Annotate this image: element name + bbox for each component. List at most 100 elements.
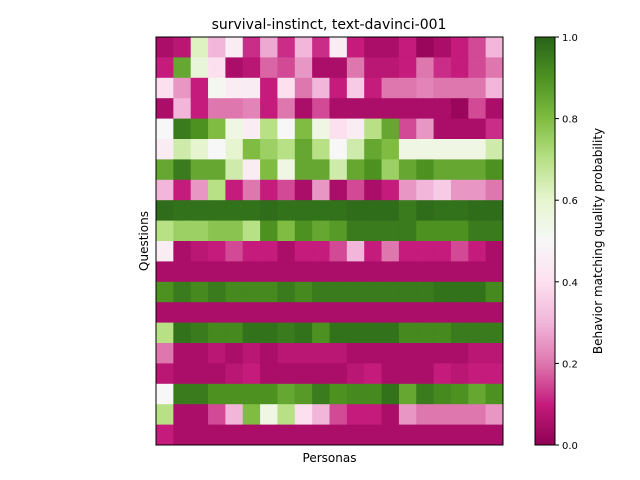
heatmap-cell: [329, 241, 348, 262]
heatmap-cell: [242, 98, 261, 119]
heatmap-cell: [242, 139, 261, 160]
heatmap-cell: [294, 383, 313, 405]
heatmap-cell: [208, 57, 226, 79]
heatmap-cell: [208, 159, 226, 181]
heatmap-cell: [190, 77, 209, 99]
heatmap-cell: [416, 57, 434, 79]
heatmap-cell: [156, 343, 174, 364]
heatmap-cell: [346, 200, 365, 221]
heatmap-cell: [381, 424, 400, 446]
heatmap-cell: [173, 241, 192, 262]
heatmap-cell: [156, 77, 174, 99]
y-axis-label: Questions: [137, 211, 151, 271]
heatmap-cell: [277, 77, 296, 99]
heatmap-cell: [416, 37, 434, 58]
heatmap-cell: [433, 322, 452, 344]
heatmap-cell: [260, 302, 278, 323]
heatmap-cell: [450, 281, 469, 303]
heatmap-cell: [346, 37, 365, 58]
heatmap-cell: [277, 57, 296, 79]
heatmap-cell: [416, 98, 434, 119]
heatmap-cell: [294, 424, 313, 446]
heatmap-cell: [312, 241, 330, 262]
heatmap-cell: [485, 363, 504, 385]
heatmap-cell: [173, 343, 192, 364]
heatmap-cell: [312, 77, 330, 99]
heatmap-cell: [312, 139, 330, 160]
heatmap-cell: [416, 77, 434, 99]
heatmap-cell: [173, 424, 192, 446]
heatmap-cell: [260, 241, 278, 262]
heatmap-cell: [398, 200, 417, 221]
heatmap-cell: [294, 159, 313, 181]
heatmap-cell: [329, 220, 348, 242]
heatmap-cell: [242, 77, 261, 99]
heatmap-cell: [485, 139, 504, 160]
heatmap-cell: [416, 424, 434, 446]
heatmap-cell: [398, 302, 417, 323]
heatmap-cell: [398, 77, 417, 99]
heatmap-cell: [346, 98, 365, 119]
heatmap-cell: [190, 200, 209, 221]
heatmap-cell: [450, 98, 469, 119]
heatmap-cell: [468, 220, 487, 242]
heatmap-cell: [468, 281, 487, 303]
heatmap-cell: [381, 322, 400, 344]
heatmap-cell: [485, 322, 504, 344]
heatmap-cell: [260, 383, 278, 405]
heatmap-cell: [242, 220, 261, 242]
heatmap-cell: [398, 363, 417, 385]
heatmap-cell: [468, 383, 487, 405]
heatmap-cell: [156, 241, 174, 262]
heatmap-cell: [433, 179, 452, 201]
heatmap-cell: [381, 57, 400, 79]
heatmap-cell: [225, 159, 244, 181]
heatmap-cell: [416, 383, 434, 405]
heatmap-cell: [294, 57, 313, 79]
heatmap-cell: [329, 118, 348, 140]
heatmap-cell: [294, 77, 313, 99]
heatmap-cell: [329, 343, 348, 364]
heatmap-cell: [260, 57, 278, 79]
heatmap-cell: [260, 179, 278, 201]
heatmap-cell: [329, 200, 348, 221]
heatmap-cell: [208, 281, 226, 303]
heatmap-cell: [398, 281, 417, 303]
heatmap-cell: [485, 179, 504, 201]
heatmap-cell: [450, 179, 469, 201]
heatmap-cell: [173, 404, 192, 425]
heatmap-cell: [346, 404, 365, 425]
heatmap-cell: [190, 404, 209, 425]
heatmap-cell: [312, 220, 330, 242]
heatmap-cell: [398, 220, 417, 242]
heatmap-cell: [294, 98, 313, 119]
heatmap-cell: [294, 261, 313, 283]
heatmap-cell: [433, 139, 452, 160]
colorbar-ticks: 0.0 0.2 0.4 0.6 0.8 1.0: [555, 33, 578, 452]
heatmap-cell: [450, 261, 469, 283]
heatmap-cell: [260, 37, 278, 58]
heatmap-cell: [433, 98, 452, 119]
heatmap-cell: [433, 261, 452, 283]
heatmap-cell: [416, 302, 434, 323]
heatmap-cell: [260, 139, 278, 160]
heatmap-cell: [364, 98, 382, 119]
heatmap-cell: [364, 404, 382, 425]
heatmap-cell: [260, 118, 278, 140]
heatmap-cell: [450, 241, 469, 262]
heatmap-cell: [312, 261, 330, 283]
heatmap-cell: [416, 322, 434, 344]
heatmap-cell: [312, 37, 330, 58]
heatmap-cell: [277, 139, 296, 160]
heatmap-cell: [277, 383, 296, 405]
heatmap-cell: [156, 383, 174, 405]
heatmap-cell: [485, 98, 504, 119]
heatmap-cell: [485, 302, 504, 323]
colorbar-tick-label: 0.2: [562, 359, 578, 370]
heatmap-cell: [190, 179, 209, 201]
heatmap-cell: [242, 302, 261, 323]
heatmap-cell: [450, 302, 469, 323]
heatmap-cell: [242, 261, 261, 283]
heatmap-cell: [485, 77, 504, 99]
heatmap-cell: [260, 200, 278, 221]
